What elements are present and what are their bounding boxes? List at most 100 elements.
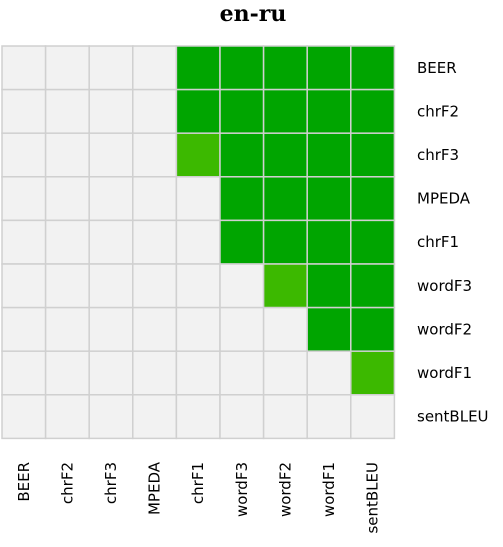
heatmap-cell-wordF3-chrF1 xyxy=(175,263,221,309)
heatmap-cell-BEER-MPEDA xyxy=(132,45,178,91)
heatmap-cells xyxy=(1,45,396,440)
heatmap-cell-chrF3-wordF1 xyxy=(306,132,352,178)
row-label-sentBLEU: sentBLEU xyxy=(417,408,489,426)
heatmap-cell-chrF1-sentBLEU xyxy=(350,219,396,265)
heatmap-cell-MPEDA-MPEDA xyxy=(132,176,178,222)
heatmap-cell-wordF3-wordF1 xyxy=(306,263,352,309)
heatmap-cell-BEER-wordF2 xyxy=(262,45,308,91)
heatmap-cell-BEER-BEER xyxy=(1,45,47,91)
heatmap-cell-chrF3-MPEDA xyxy=(132,132,178,178)
heatmap-cell-chrF2-wordF2 xyxy=(262,88,308,134)
heatmap-cell-chrF2-sentBLEU xyxy=(350,88,396,134)
heatmap-cell-wordF1-chrF2 xyxy=(44,350,90,396)
heatmap-cell-chrF1-wordF3 xyxy=(219,219,265,265)
column-label-wordF2: wordF2 xyxy=(276,462,294,517)
heatmap-cell-BEER-chrF2 xyxy=(44,45,90,91)
heatmap-cell-chrF2-chrF2 xyxy=(44,88,90,134)
row-label-chrF2: chrF2 xyxy=(417,102,459,120)
heatmap-cell-chrF1-wordF2 xyxy=(262,219,308,265)
heatmap-cell-sentBLEU-sentBLEU xyxy=(350,394,396,440)
heatmap-cell-chrF1-chrF2 xyxy=(44,219,90,265)
heatmap-cell-chrF2-chrF1 xyxy=(175,88,221,134)
heatmap-cell-wordF3-sentBLEU xyxy=(350,263,396,309)
heatmap-cell-wordF1-wordF2 xyxy=(262,350,308,396)
heatmap-cell-BEER-chrF1 xyxy=(175,45,221,91)
column-labels: BEER chrF2 chrF3 MPEDA chrF1 wordF3 wordF2 word… xyxy=(15,461,382,533)
heatmap-cell-wordF1-chrF1 xyxy=(175,350,221,396)
heatmap-cell-wordF2-wordF2 xyxy=(262,306,308,352)
heatmap-cell-chrF1-MPEDA xyxy=(132,219,178,265)
heatmap-cell-chrF1-chrF1 xyxy=(175,219,221,265)
heatmap-cell-BEER-sentBLEU xyxy=(350,45,396,91)
heatmap-cell-MPEDA-wordF3 xyxy=(219,176,265,222)
heatmap-cell-BEER-wordF1 xyxy=(306,45,352,91)
heatmap-cell-BEER-wordF3 xyxy=(219,45,265,91)
heatmap-cell-chrF2-wordF1 xyxy=(306,88,352,134)
row-label-BEER: BEER xyxy=(417,59,457,77)
heatmap-cell-wordF2-MPEDA xyxy=(132,306,178,352)
heatmap-cell-chrF3-wordF3 xyxy=(219,132,265,178)
row-label-chrF1: chrF1 xyxy=(417,233,459,251)
heatmap-cell-wordF2-wordF3 xyxy=(219,306,265,352)
heatmap-cell-wordF1-chrF3 xyxy=(88,350,134,396)
column-label-sentBLEU: sentBLEU xyxy=(364,462,382,534)
heatmap-cell-wordF1-wordF3 xyxy=(219,350,265,396)
heatmap-cell-wordF2-chrF3 xyxy=(88,306,134,352)
heatmap-cell-wordF3-MPEDA xyxy=(132,263,178,309)
row-label-wordF1: wordF1 xyxy=(417,364,472,382)
heatmap-cell-wordF3-BEER xyxy=(1,263,47,309)
row-label-wordF2: wordF2 xyxy=(417,320,472,338)
heatmap-cell-wordF3-wordF2 xyxy=(262,263,308,309)
heatmap-cell-chrF1-chrF3 xyxy=(88,219,134,265)
heatmap-cell-chrF1-BEER xyxy=(1,219,47,265)
heatmap-cell-wordF2-BEER xyxy=(1,306,47,352)
row-label-chrF3: chrF3 xyxy=(417,146,459,164)
heatmap-cell-wordF2-chrF1 xyxy=(175,306,221,352)
heatmap-cell-chrF3-chrF1 xyxy=(175,132,221,178)
heatmap-cell-sentBLEU-wordF1 xyxy=(306,394,352,440)
column-label-MPEDA: MPEDA xyxy=(146,461,164,515)
heatmap-cell-wordF1-BEER xyxy=(1,350,47,396)
heatmap-cell-wordF1-wordF1 xyxy=(306,350,352,396)
heatmap-cell-wordF1-sentBLEU xyxy=(350,350,396,396)
column-label-wordF3: wordF3 xyxy=(233,462,251,517)
heatmap-cell-sentBLEU-chrF1 xyxy=(175,394,221,440)
heatmap-cell-wordF3-chrF2 xyxy=(44,263,90,309)
heatmap-cell-sentBLEU-chrF3 xyxy=(88,394,134,440)
heatmap-cell-MPEDA-sentBLEU xyxy=(350,176,396,222)
row-label-wordF3: wordF3 xyxy=(417,277,472,295)
heatmap-cell-sentBLEU-wordF3 xyxy=(219,394,265,440)
heatmap-cell-MPEDA-BEER xyxy=(1,176,47,222)
heatmap-cell-sentBLEU-BEER xyxy=(1,394,47,440)
heatmap-cell-sentBLEU-MPEDA xyxy=(132,394,178,440)
heatmap-cell-MPEDA-wordF2 xyxy=(262,176,308,222)
heatmap-cell-chrF2-MPEDA xyxy=(132,88,178,134)
column-label-chrF2: chrF2 xyxy=(58,462,76,504)
column-label-wordF1: wordF1 xyxy=(320,462,338,517)
heatmap-cell-wordF3-chrF3 xyxy=(88,263,134,309)
chart-title: en-ru xyxy=(220,1,287,27)
heatmap-cell-sentBLEU-wordF2 xyxy=(262,394,308,440)
heatmap-cell-MPEDA-chrF2 xyxy=(44,176,90,222)
row-labels: BEER chrF2 chrF3 MPEDA chrF1 wordF3 wordF2 word… xyxy=(417,59,489,426)
heatmap-cell-chrF3-chrF2 xyxy=(44,132,90,178)
heatmap-cell-MPEDA-wordF1 xyxy=(306,176,352,222)
heatmap-cell-MPEDA-chrF1 xyxy=(175,176,221,222)
heatmap-cell-chrF2-chrF3 xyxy=(88,88,134,134)
heatmap-cell-wordF2-chrF2 xyxy=(44,306,90,352)
heatmap-cell-wordF1-MPEDA xyxy=(132,350,178,396)
heatmap-cell-BEER-chrF3 xyxy=(88,45,134,91)
heatmap-cell-wordF2-sentBLEU xyxy=(350,306,396,352)
heatmap-cell-MPEDA-chrF3 xyxy=(88,176,134,222)
heatmap-cell-chrF3-sentBLEU xyxy=(350,132,396,178)
heatmap-cell-wordF2-wordF1 xyxy=(306,306,352,352)
heatmap-cell-chrF3-BEER xyxy=(1,132,47,178)
heatmap-cell-chrF1-wordF1 xyxy=(306,219,352,265)
row-label-MPEDA: MPEDA xyxy=(417,190,471,208)
heatmap-cell-chrF2-wordF3 xyxy=(219,88,265,134)
heatmap-cell-chrF2-BEER xyxy=(1,88,47,134)
heatmap-cell-chrF3-chrF3 xyxy=(88,132,134,178)
heatmap-cell-wordF3-wordF3 xyxy=(219,263,265,309)
column-label-chrF1: chrF1 xyxy=(189,462,207,504)
